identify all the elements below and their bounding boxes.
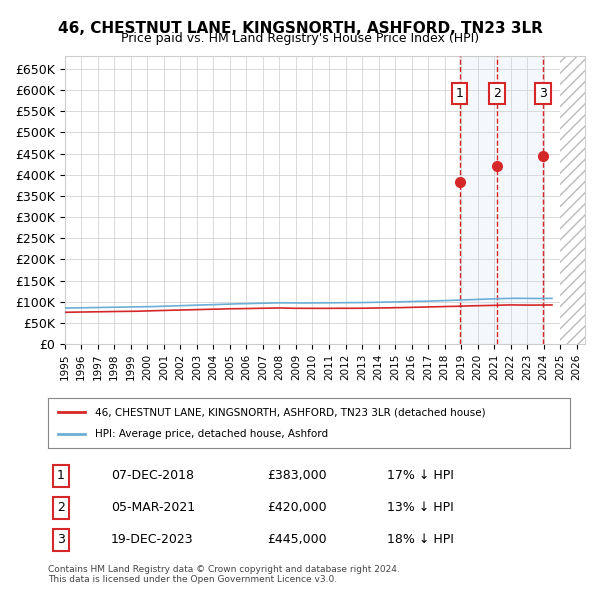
- Bar: [460, 56, 543, 344]
- Text: 07-DEC-2018: 07-DEC-2018: [110, 469, 194, 482]
- Text: 13% ↓ HPI: 13% ↓ HPI: [388, 502, 454, 514]
- Text: 2: 2: [493, 87, 501, 100]
- Text: 05-MAR-2021: 05-MAR-2021: [110, 502, 195, 514]
- Text: £383,000: £383,000: [267, 469, 327, 482]
- Text: 46, CHESTNUT LANE, KINGSNORTH, ASHFORD, TN23 3LR: 46, CHESTNUT LANE, KINGSNORTH, ASHFORD, …: [58, 21, 542, 35]
- Text: 3: 3: [57, 533, 65, 546]
- Text: 3: 3: [539, 87, 547, 100]
- Text: 2: 2: [57, 502, 65, 514]
- Text: £420,000: £420,000: [267, 502, 327, 514]
- Text: 1: 1: [57, 469, 65, 482]
- Text: Price paid vs. HM Land Registry's House Price Index (HPI): Price paid vs. HM Land Registry's House …: [121, 32, 479, 45]
- Text: 18% ↓ HPI: 18% ↓ HPI: [388, 533, 454, 546]
- Text: 19-DEC-2023: 19-DEC-2023: [110, 533, 193, 546]
- Text: 46, CHESTNUT LANE, KINGSNORTH, ASHFORD, TN23 3LR (detached house): 46, CHESTNUT LANE, KINGSNORTH, ASHFORD, …: [95, 407, 485, 417]
- Text: £445,000: £445,000: [267, 533, 327, 546]
- Text: Contains HM Land Registry data © Crown copyright and database right 2024.
This d: Contains HM Land Registry data © Crown c…: [48, 565, 400, 584]
- Text: 17% ↓ HPI: 17% ↓ HPI: [388, 469, 454, 482]
- Text: 1: 1: [456, 87, 464, 100]
- Text: HPI: Average price, detached house, Ashford: HPI: Average price, detached house, Ashf…: [95, 430, 328, 440]
